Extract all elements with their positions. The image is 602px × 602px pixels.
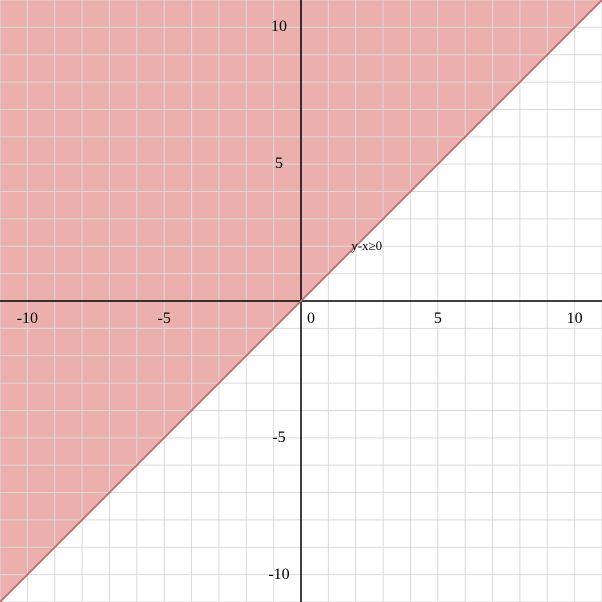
x-tick-label: 10 [567,310,583,328]
chart-canvas [0,0,602,602]
x-tick-label: -5 [158,310,171,328]
y-tick-label: 10 [271,18,287,36]
y-tick-label: -10 [268,566,289,584]
inequality-chart: -10 -5 0 5 10 -10 -5 5 10 y-x≥0 [0,0,602,602]
x-tick-label: 5 [434,310,442,328]
y-tick-label: -5 [272,429,285,447]
x-tick-label: -10 [17,310,38,328]
inequality-annotation: y-x≥0 [351,238,382,254]
y-tick-label: 5 [275,155,283,173]
x-tick-label: 0 [307,310,315,328]
